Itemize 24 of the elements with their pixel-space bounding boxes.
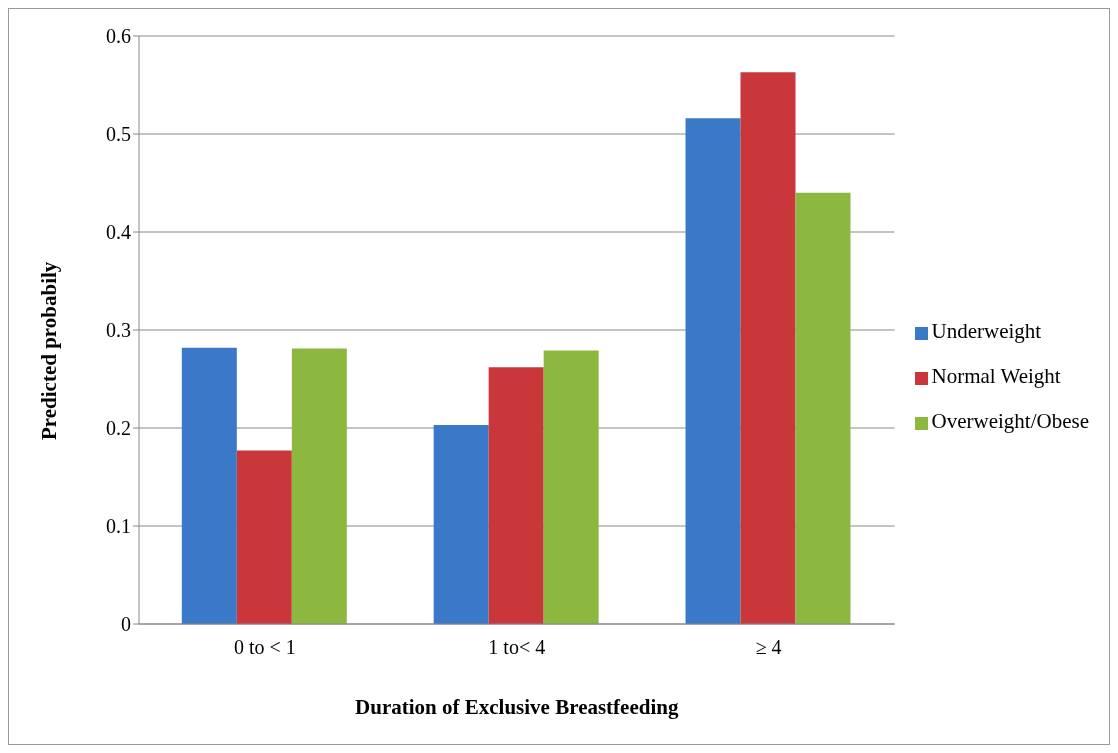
x-tick-label: ≥ 4 [755,636,782,659]
bar [488,367,544,624]
bar [685,118,741,624]
y-tick-label: 0 [121,613,131,636]
y-tick-label: 0.5 [106,123,131,146]
x-tick-label: 0 to < 1 [234,636,296,659]
y-tick-label: 0.1 [106,515,131,538]
legend-label: Underweight [931,319,1042,343]
bar [795,192,851,624]
legend-label: Normal Weight [931,364,1061,388]
y-tick-label: 0.2 [106,417,131,440]
bar [740,72,796,624]
bar [291,348,347,624]
legend-label: Overweight/Obese [931,409,1089,433]
y-axis-title: Predicted probabily [37,261,62,440]
bar [181,347,237,624]
bar [433,425,489,624]
x-tick-label: 1 to< 4 [488,636,546,659]
y-tick-label: 0.4 [106,221,131,244]
bar [543,350,599,624]
y-tick-label: 0.6 [106,25,131,48]
y-tick-label: 0.3 [106,319,131,342]
x-axis-title: Duration of Exclusive Breastfeeding [355,695,679,719]
bar [236,450,292,624]
